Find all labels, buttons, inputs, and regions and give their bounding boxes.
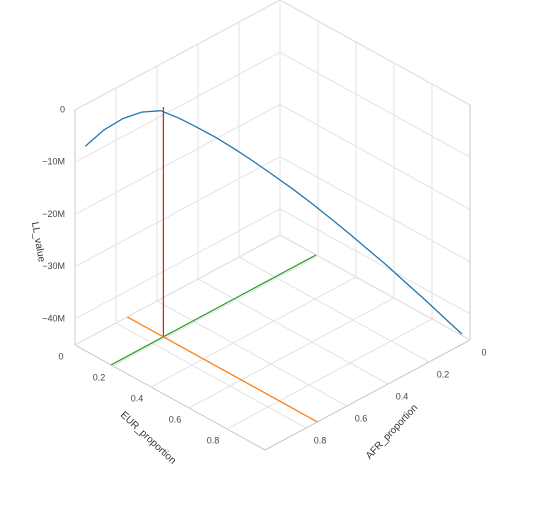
x-tick-label: 0.4 (396, 391, 409, 401)
box-edge (74, 344, 266, 451)
y-tick-label: 0.8 (207, 435, 220, 445)
grid-line (279, 208, 471, 315)
z-tick-label: −40M (42, 313, 65, 323)
y-tick-label: 0.2 (93, 372, 106, 382)
z-tick-label: −10M (42, 157, 65, 167)
grid-line (74, 51, 281, 163)
grid-line (279, 51, 471, 158)
x-tick-label: 0 (481, 347, 486, 357)
grid-line (74, 208, 281, 320)
x-tick-label: 0.2 (437, 369, 450, 379)
grid-line (74, 104, 281, 215)
y-tick-label: 0 (58, 351, 63, 361)
grid-line (74, 234, 281, 346)
grid-line (197, 278, 389, 385)
series-line (110, 254, 317, 366)
grid-line (226, 318, 433, 430)
grid-line (150, 276, 357, 388)
grid-line (74, 0, 281, 111)
grid-line (188, 297, 395, 409)
series-line (84, 110, 463, 335)
grid-line (112, 255, 319, 367)
x-tick-label: 0.8 (314, 435, 327, 445)
z-tick-label: −20M (42, 209, 65, 219)
x-tick-label: 0.6 (355, 413, 368, 423)
grid-line (279, 0, 471, 106)
grid-line (115, 322, 307, 429)
x-axis-title: AFR_proportion (364, 403, 420, 462)
z-tick-label: 0 (60, 104, 65, 114)
grid-line (74, 156, 281, 268)
box-edge (264, 339, 471, 451)
y-tick-label: 0.4 (131, 393, 144, 403)
series-line (126, 316, 318, 423)
z-tick-label: −30M (42, 261, 65, 271)
grid-line (279, 156, 471, 263)
grid-line (279, 104, 471, 210)
grid-line (279, 234, 471, 341)
grid-line (238, 256, 430, 363)
grid-line (156, 300, 348, 407)
z-axis-title: LL_value (29, 221, 47, 263)
y-tick-label: 0.6 (169, 414, 182, 424)
